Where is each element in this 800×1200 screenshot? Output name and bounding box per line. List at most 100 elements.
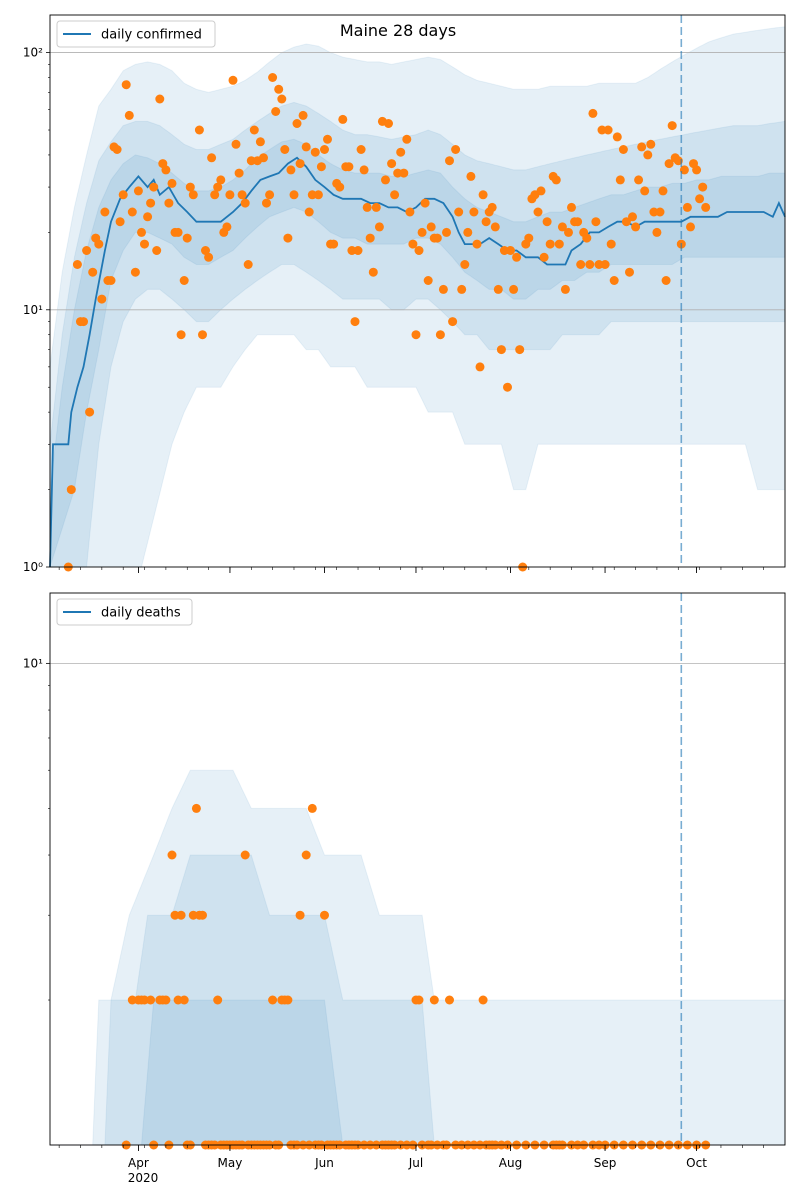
- data-point: [185, 182, 195, 192]
- data-point: [277, 94, 287, 104]
- data-point: [628, 212, 637, 222]
- data-point: [557, 222, 567, 232]
- data-point: [423, 276, 433, 285]
- data-point: [655, 207, 665, 217]
- deaths-panel: 10¹ Apr May Jun Jul Aug Sep Oct: [23, 592, 786, 1170]
- data-point: [448, 317, 458, 327]
- data-point: [228, 75, 238, 85]
- data-point: [567, 202, 576, 212]
- confirmed-panel: 10⁰ 10¹ 10²: [23, 14, 786, 574]
- data-point: [289, 190, 299, 200]
- data-point: [371, 202, 381, 212]
- data-point: [640, 186, 650, 196]
- data-point: [216, 175, 226, 185]
- data-point: [198, 910, 207, 920]
- data-point: [582, 233, 592, 243]
- data-point: [411, 330, 421, 340]
- data-point: [286, 165, 296, 175]
- plot-frame: [49, 592, 786, 1146]
- data-point: [115, 217, 125, 227]
- data-point: [85, 407, 95, 417]
- data-point: [637, 142, 647, 152]
- data-point: [493, 284, 503, 294]
- data-point: [316, 162, 326, 172]
- data-point: [124, 110, 134, 120]
- data-point: [72, 260, 82, 269]
- data-point: [82, 246, 92, 255]
- data-point: [478, 190, 488, 200]
- data-point: [661, 276, 671, 285]
- data-point: [271, 107, 281, 116]
- legend-deaths: daily deaths: [56, 598, 193, 626]
- data-point: [429, 995, 439, 1005]
- data-point: [240, 850, 250, 860]
- data-point: [545, 239, 555, 249]
- data-point: [201, 246, 210, 255]
- data-point: [338, 114, 348, 124]
- data-point: [146, 198, 156, 208]
- data-point: [600, 260, 610, 269]
- data-point: [310, 147, 320, 157]
- data-point: [625, 267, 634, 277]
- figure-title: Maine 28 days: [340, 21, 456, 40]
- data-point: [509, 284, 519, 294]
- data-point: [320, 145, 329, 154]
- data-point: [539, 252, 549, 262]
- data-point: [320, 910, 329, 920]
- data-point: [408, 239, 418, 249]
- data-point: [698, 182, 708, 192]
- data-point: [213, 182, 223, 192]
- data-point: [512, 252, 522, 262]
- data-point: [643, 150, 653, 160]
- legend-box: [56, 20, 216, 48]
- data-point: [295, 910, 305, 920]
- data-point: [692, 165, 702, 175]
- data-point: [249, 125, 259, 135]
- data-point: [454, 207, 464, 217]
- data-point: [481, 217, 491, 227]
- data-point: [603, 125, 613, 135]
- data-point: [143, 212, 153, 222]
- data-point: [469, 207, 479, 217]
- data-point: [179, 276, 189, 285]
- data-point: [420, 198, 430, 208]
- data-point: [329, 239, 339, 249]
- plot-frame: [49, 14, 786, 568]
- data-point: [463, 227, 473, 237]
- data-point: [268, 995, 278, 1005]
- data-point: [414, 995, 424, 1005]
- data-point: [679, 165, 689, 175]
- data-point: [121, 80, 131, 90]
- data-point: [396, 147, 406, 157]
- data-point: [618, 145, 628, 154]
- data-point: [533, 207, 543, 217]
- data-point: [304, 207, 314, 217]
- data-point: [368, 267, 378, 277]
- x-tick-label: Jul: [408, 1156, 423, 1170]
- data-point: [451, 145, 461, 154]
- data-point: [399, 168, 409, 178]
- data-point: [576, 260, 586, 269]
- data-point: [664, 159, 674, 169]
- data-point: [387, 159, 397, 169]
- data-point: [588, 108, 598, 118]
- data-point: [100, 207, 110, 217]
- data-point: [161, 995, 171, 1005]
- data-point: [88, 267, 98, 277]
- data-point: [295, 159, 305, 169]
- year-label: 2020: [128, 1171, 159, 1185]
- data-point: [515, 345, 525, 355]
- data-point: [695, 194, 705, 204]
- data-point: [356, 145, 366, 154]
- data-point: [609, 276, 619, 285]
- data-point: [283, 995, 293, 1005]
- data-point: [435, 330, 445, 340]
- legend-label: daily confirmed: [101, 28, 202, 43]
- x-tick-label: Jun: [314, 1156, 334, 1170]
- data-point: [292, 119, 302, 128]
- data-point: [426, 222, 436, 232]
- y-tick-label: 10⁰: [23, 560, 43, 574]
- data-point: [234, 168, 244, 178]
- data-point: [79, 317, 88, 327]
